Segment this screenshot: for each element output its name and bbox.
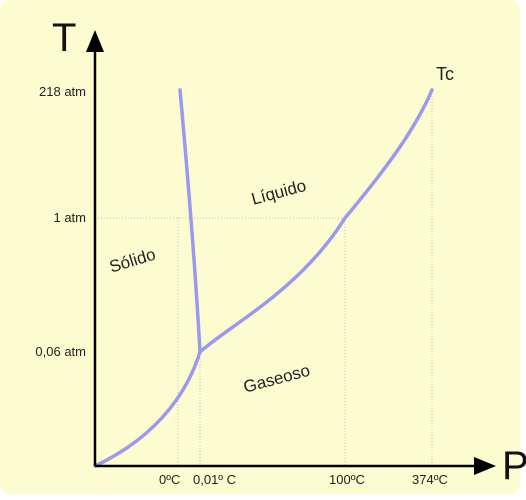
phase-curves bbox=[93, 88, 434, 468]
plot-background bbox=[0, 0, 520, 494]
axes bbox=[86, 30, 496, 475]
x-tick-label: 374ºC bbox=[412, 472, 448, 487]
y-axis-arrow bbox=[86, 30, 104, 52]
guide-lines bbox=[95, 90, 433, 466]
x-tick-label: 0ºC bbox=[159, 472, 181, 487]
x-axis-arrow bbox=[474, 457, 496, 475]
y-tick-label: 218 atm bbox=[39, 84, 86, 99]
vaporization-curve bbox=[198, 88, 434, 354]
x-tick-label: 0,01º C bbox=[193, 472, 237, 487]
sublimation-curve bbox=[93, 350, 202, 468]
y-tick-label: 0,06 atm bbox=[35, 344, 86, 359]
y-tick-label: 1 atm bbox=[53, 210, 86, 225]
y-axis-letter: T bbox=[52, 16, 77, 60]
x-tick-label: 100ºC bbox=[329, 472, 365, 487]
x-axis-letter: P bbox=[502, 444, 526, 488]
critical-point-label: Tc bbox=[436, 64, 454, 84]
fusion-curve bbox=[178, 88, 202, 354]
